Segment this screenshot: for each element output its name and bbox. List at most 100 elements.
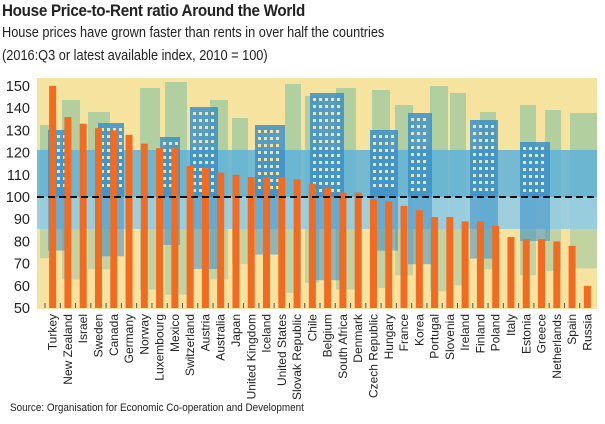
window xyxy=(331,140,334,143)
window xyxy=(529,154,532,157)
window xyxy=(491,132,494,135)
window xyxy=(258,158,261,161)
window xyxy=(485,181,488,184)
window xyxy=(523,182,526,185)
window xyxy=(423,188,426,191)
bar-south-africa xyxy=(339,192,347,308)
window xyxy=(337,182,340,185)
window xyxy=(276,151,279,154)
bar-ireland xyxy=(461,221,469,308)
window xyxy=(411,125,414,128)
window xyxy=(57,135,60,138)
window xyxy=(523,154,526,157)
y-tick-label: 60 xyxy=(14,279,30,295)
window xyxy=(385,184,388,187)
y-tick-label: 110 xyxy=(7,168,30,184)
window xyxy=(491,139,494,142)
window xyxy=(337,161,340,164)
window xyxy=(535,154,538,157)
bar-slovenia xyxy=(446,216,454,308)
window xyxy=(529,189,532,192)
window xyxy=(337,98,340,101)
bar-denmark xyxy=(354,192,362,308)
bar-austria xyxy=(201,168,209,308)
window xyxy=(379,149,382,152)
window xyxy=(523,161,526,164)
window xyxy=(113,128,116,131)
window xyxy=(199,175,202,178)
bar-united-states xyxy=(278,177,286,308)
window xyxy=(319,154,322,157)
window xyxy=(258,151,261,154)
window xyxy=(319,182,322,185)
x-tick-label: Slovenia xyxy=(443,314,457,360)
window xyxy=(199,154,202,157)
window xyxy=(211,161,214,164)
bar-chile xyxy=(308,183,316,308)
window xyxy=(411,153,414,156)
bar-israel xyxy=(79,123,87,309)
window xyxy=(276,130,279,133)
window xyxy=(205,126,208,129)
window xyxy=(313,112,316,115)
window xyxy=(385,177,388,180)
window xyxy=(331,105,334,108)
window xyxy=(119,184,122,187)
window xyxy=(319,126,322,129)
x-tick-label: Germany xyxy=(122,314,136,363)
window xyxy=(276,137,279,140)
window xyxy=(205,140,208,143)
window xyxy=(373,156,376,159)
bar-spain xyxy=(568,245,576,308)
window xyxy=(479,146,482,149)
window xyxy=(373,142,376,145)
window xyxy=(211,140,214,143)
window xyxy=(423,153,426,156)
window xyxy=(535,175,538,178)
window xyxy=(119,170,122,173)
window xyxy=(523,175,526,178)
window xyxy=(325,147,328,150)
window xyxy=(485,139,488,142)
window xyxy=(491,160,494,163)
window xyxy=(319,133,322,136)
window xyxy=(163,163,166,166)
window xyxy=(313,161,316,164)
bar-italy xyxy=(507,236,515,308)
x-tick-label: Austria xyxy=(198,314,212,352)
bar-canada xyxy=(110,130,118,308)
window xyxy=(276,179,279,182)
window xyxy=(319,98,322,101)
x-tick-label: Portugal xyxy=(428,314,442,359)
window xyxy=(313,119,316,122)
window xyxy=(337,126,340,129)
window xyxy=(379,135,382,138)
window xyxy=(313,133,316,136)
window xyxy=(337,175,340,178)
window xyxy=(270,137,273,140)
window xyxy=(541,168,544,171)
window xyxy=(331,119,334,122)
window xyxy=(473,167,476,170)
window xyxy=(541,161,544,164)
x-tick-label: Luxembourg xyxy=(153,314,167,381)
window xyxy=(119,163,122,166)
x-tick-label: Russia xyxy=(580,314,594,351)
window xyxy=(473,139,476,142)
window xyxy=(391,156,394,159)
window xyxy=(57,149,60,152)
window xyxy=(119,177,122,180)
window xyxy=(211,112,214,115)
window xyxy=(101,142,104,145)
window xyxy=(379,177,382,180)
window xyxy=(373,170,376,173)
bar-netherlands xyxy=(553,241,561,308)
x-tick-label: United States xyxy=(275,314,289,386)
window xyxy=(379,163,382,166)
bar-sweden xyxy=(94,128,102,308)
chart-title: House Price-to-Rent ratio Around the Wor… xyxy=(2,2,305,20)
window xyxy=(107,128,110,131)
window xyxy=(479,153,482,156)
window xyxy=(163,156,166,159)
